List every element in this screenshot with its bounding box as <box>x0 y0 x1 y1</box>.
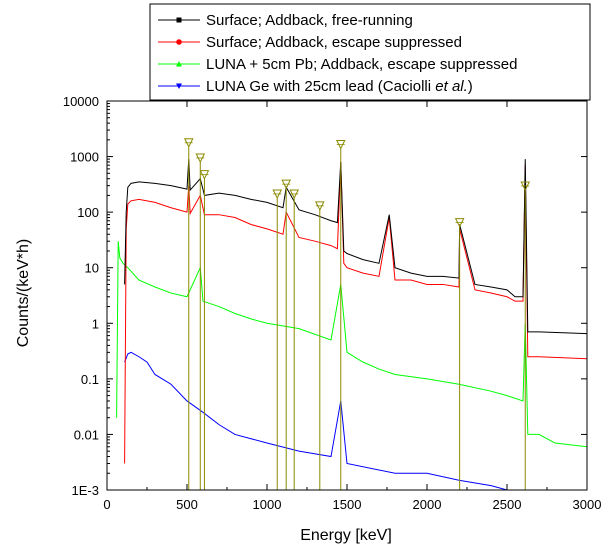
legend-box <box>149 3 591 101</box>
legend-label: Surface; Addback, free-running <box>206 12 413 29</box>
y-tick-label: 1E-3 <box>72 483 99 498</box>
legend-label: Surface; Addback, escape suppressed <box>206 34 462 51</box>
x-tick-label: 2500 <box>493 497 522 512</box>
plot-layer <box>116 138 587 490</box>
legend-marker-triangle-down <box>176 83 182 89</box>
series-line-3 <box>116 241 587 448</box>
x-tick-label: 1500 <box>333 497 362 512</box>
legend-marker-circle <box>176 39 182 45</box>
x-tick-label: 500 <box>176 497 198 512</box>
series-line-4 <box>124 351 508 490</box>
y-tick-label: 10000 <box>63 94 99 109</box>
y-tick-label: 1 <box>92 316 99 331</box>
legend-marker-triangle-up <box>176 61 182 67</box>
y-tick-label: 10 <box>85 261 99 276</box>
x-tick-label: 0 <box>103 497 110 512</box>
legend: Surface; Addback, free-running Surface; A… <box>149 3 591 101</box>
legend-label: LUNA Ge with 25cm lead (Caciolli et al.) <box>206 78 473 95</box>
x-axis-title: Energy [keV] <box>300 527 392 544</box>
x-tick-label: 3000 <box>573 497 602 512</box>
axes-layer: 0 500 1000 1500 2000 2500 3000 1E-3 0.01 0.1 1 10 10… <box>63 94 602 512</box>
y-tick-label: 0.01 <box>74 427 99 442</box>
y-tick-label: 100 <box>77 205 99 220</box>
series-line-1 <box>124 159 587 335</box>
x-tick-label: 2000 <box>413 497 442 512</box>
plot-frame <box>106 100 588 491</box>
y-tick-label: 1000 <box>70 150 99 165</box>
y-axis-title: Counts/(keV*h) <box>15 239 32 348</box>
legend-label: LUNA + 5cm Pb; Addback, escape suppresse… <box>206 56 517 73</box>
y-tick-label: 0.1 <box>81 372 99 387</box>
x-tick-label: 1000 <box>253 497 282 512</box>
legend-marker-square <box>176 17 182 23</box>
series-line-2 <box>124 161 587 464</box>
